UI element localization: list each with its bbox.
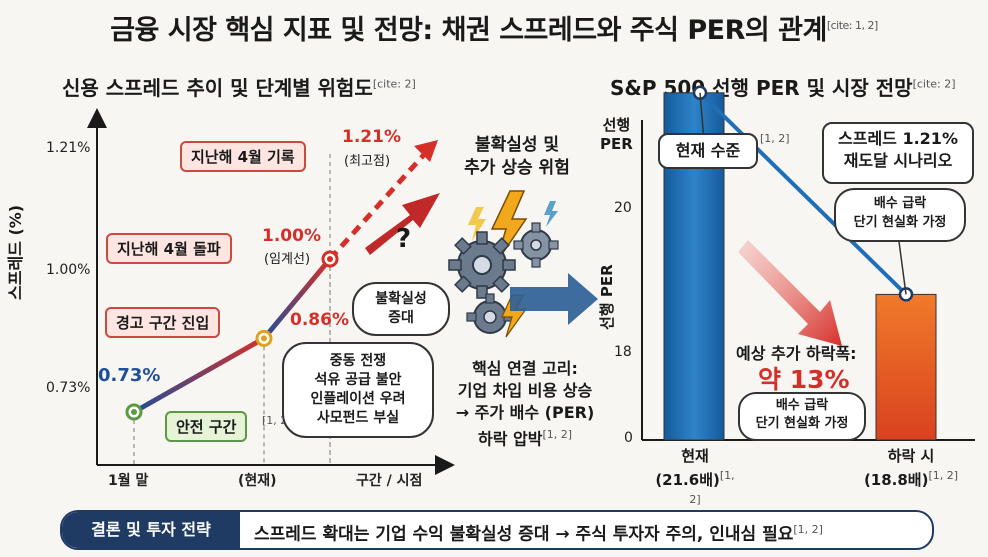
spread-segment-0 bbox=[131, 335, 267, 415]
spread-x-axis-label: 구간 / 시점 bbox=[356, 473, 423, 489]
spread-y-tick-3: 0.73% bbox=[46, 380, 91, 396]
spread-x-tick-2: (현재) bbox=[238, 473, 277, 489]
per-category-current-cite: [1, 2] bbox=[689, 469, 735, 506]
per-category-drop-value: (18.8배) bbox=[863, 471, 929, 489]
decline-value: 약 13% bbox=[758, 365, 850, 394]
risk-text: 불확실성 및 추가 상승 위험 bbox=[464, 135, 570, 178]
stage-pill-safe-text: 안전 구간 bbox=[176, 418, 237, 436]
conclusion-bar: 결론 및 투자 전략 스프레드 확대는 기업 수익 불확실성 증대 → 주식 투… bbox=[60, 510, 934, 550]
factors-cloud: 중동 전쟁 석유 공급 불안 인플레이션 우려 사모펀드 부실 bbox=[282, 342, 434, 438]
per-chart-title-cite: [cite: 2] bbox=[912, 77, 956, 91]
gear-icon bbox=[448, 231, 516, 299]
point-label-073: 0.73% bbox=[98, 365, 161, 386]
stage-pill-warning-text: 경고 구간 진입 bbox=[116, 314, 210, 332]
spread-point-core-2 bbox=[327, 256, 333, 262]
decline-note-cloud: 배수 급락 단기 현실화 가정 bbox=[738, 392, 866, 441]
scenario-box: 스프레드 1.21% 재도달 시나리오 bbox=[822, 122, 974, 184]
spread-point-core-0 bbox=[131, 409, 137, 415]
link-text-cite: [1, 2] bbox=[542, 428, 573, 441]
point-label-121: 1.21% bbox=[342, 127, 401, 147]
per-category-current-value: (21.6배) bbox=[655, 471, 720, 489]
scenario-note-cloud: 배수 급락 단기 현실화 가정 bbox=[834, 188, 966, 242]
per-chart-title: S&P 500 선행 PER 및 시장 전망[cite: 2] bbox=[610, 72, 956, 101]
factor-3: 인플레이션 우려 bbox=[310, 391, 406, 407]
spread-chart-title-text: 신용 스프레드 추이 및 단계별 위험도 bbox=[62, 76, 373, 100]
spread-line bbox=[125, 140, 438, 421]
lightning-icon bbox=[490, 190, 528, 264]
per-trend-line bbox=[698, 91, 908, 296]
spread-projection bbox=[328, 146, 432, 261]
spread-y-tick-2: 1.00% bbox=[46, 262, 91, 278]
conclusion-text: 스프레드 확대는 기업 수익 불확실성 증대 → 주식 투자자 주의, 인내심 … bbox=[254, 524, 794, 545]
stage-pill-record-text: 지난해 4월 기록 bbox=[191, 148, 295, 166]
spread-projection-arrowhead bbox=[414, 140, 438, 162]
spread-x-tick-1: 1월 말 bbox=[108, 473, 149, 489]
per-y-axis-label: 선행 PER bbox=[598, 264, 616, 330]
per-category-drop: 하락 시 (18.8배)[1, 2] bbox=[862, 446, 960, 490]
current-level-text: 현재 수준 bbox=[675, 141, 741, 160]
stage-pill-breakthrough: 지난해 4월 돌파 bbox=[106, 233, 232, 264]
page-title-cite: [cite: 1, 2] bbox=[826, 19, 878, 32]
page-title-text: 금융 시장 핵심 지표 및 전망: 채권 스프레드와 주식 PER의 관계 bbox=[110, 15, 827, 46]
spread-segment-1 bbox=[261, 256, 333, 341]
factor-4: 사모펀드 부실 bbox=[316, 410, 400, 426]
upward-risk-arrow bbox=[365, 193, 440, 255]
uncertainty-cloud: 불확실성 증대 bbox=[352, 282, 450, 336]
gear-icon-small bbox=[513, 222, 559, 268]
per-category-current: 현재 (21.6배)[1, 2] bbox=[652, 446, 738, 514]
gears-illustration bbox=[448, 190, 598, 338]
spread-chart-title-cite: [cite: 2] bbox=[372, 77, 416, 91]
decline-label: 예상 추가 하락폭: bbox=[736, 344, 857, 363]
spread-point-core-1 bbox=[261, 335, 267, 342]
per-y-axis-title: 선행 PER bbox=[600, 116, 633, 153]
per-y-tick-18: 18 bbox=[614, 344, 632, 360]
spark-icon bbox=[544, 201, 558, 227]
stage-pill-safe: 안전 구간 bbox=[165, 411, 248, 442]
link-text: 핵심 연결 고리: 기업 차입 비용 상승 → 주가 배수 (PER) 하락 압… bbox=[455, 359, 595, 449]
per-category-drop-cite: [1, 2] bbox=[928, 469, 959, 482]
spread-y-tick-1: 1.21% bbox=[46, 140, 91, 156]
per-category-current-label: 현재 bbox=[681, 447, 709, 465]
point-note-121: (최고점) bbox=[344, 154, 391, 169]
gear-icon-bottom bbox=[466, 293, 514, 334]
question-mark: ? bbox=[396, 224, 412, 254]
scenario-pointer bbox=[897, 233, 907, 295]
per-bar-1 bbox=[875, 293, 937, 441]
stage-pill-breakthrough-text: 지난해 4월 돌파 bbox=[117, 240, 221, 258]
point-note-100: (임계선) bbox=[264, 252, 311, 267]
decline-arrow bbox=[738, 240, 842, 346]
conclusion-label: 결론 및 투자 전략 bbox=[62, 512, 240, 548]
per-y-tick-0: 0 bbox=[624, 430, 633, 446]
per-category-drop-label: 하락 시 bbox=[887, 447, 935, 465]
per-y-tick-20: 20 bbox=[614, 200, 632, 216]
conclusion-text-block: 스프레드 확대는 기업 수익 불확실성 증대 → 주식 투자자 주의, 인내심 … bbox=[254, 512, 823, 553]
stage-pill-warning: 경고 구간 진입 bbox=[105, 307, 221, 338]
stage-pill-record: 지난해 4월 기록 bbox=[180, 141, 306, 172]
point-label-100: 1.00% bbox=[262, 226, 321, 246]
per-chart-title-text: S&P 500 선행 PER 및 시장 전망 bbox=[610, 76, 913, 100]
link-text-block: 핵심 연결 고리: 기업 차입 비용 상승 → 주가 배수 (PER) 하락 압… bbox=[440, 358, 610, 450]
current-level-cite: [1, 2] bbox=[760, 132, 790, 145]
point-label-086: 0.86% bbox=[290, 310, 349, 330]
factor-1: 중동 전쟁 bbox=[329, 353, 387, 369]
factor-2: 석유 공급 불안 bbox=[314, 372, 402, 388]
current-level-box: 현재 수준 bbox=[658, 133, 758, 169]
lightning-icon-small bbox=[468, 207, 486, 241]
connection-arrow bbox=[510, 273, 598, 325]
spread-chart-title: 신용 스프레드 추이 및 단계별 위험도[cite: 2] bbox=[62, 72, 416, 101]
page-title: 금융 시장 핵심 지표 및 전망: 채권 스프레드와 주식 PER의 관계[ci… bbox=[0, 8, 988, 47]
conclusion-cite: [1, 2] bbox=[793, 523, 823, 536]
